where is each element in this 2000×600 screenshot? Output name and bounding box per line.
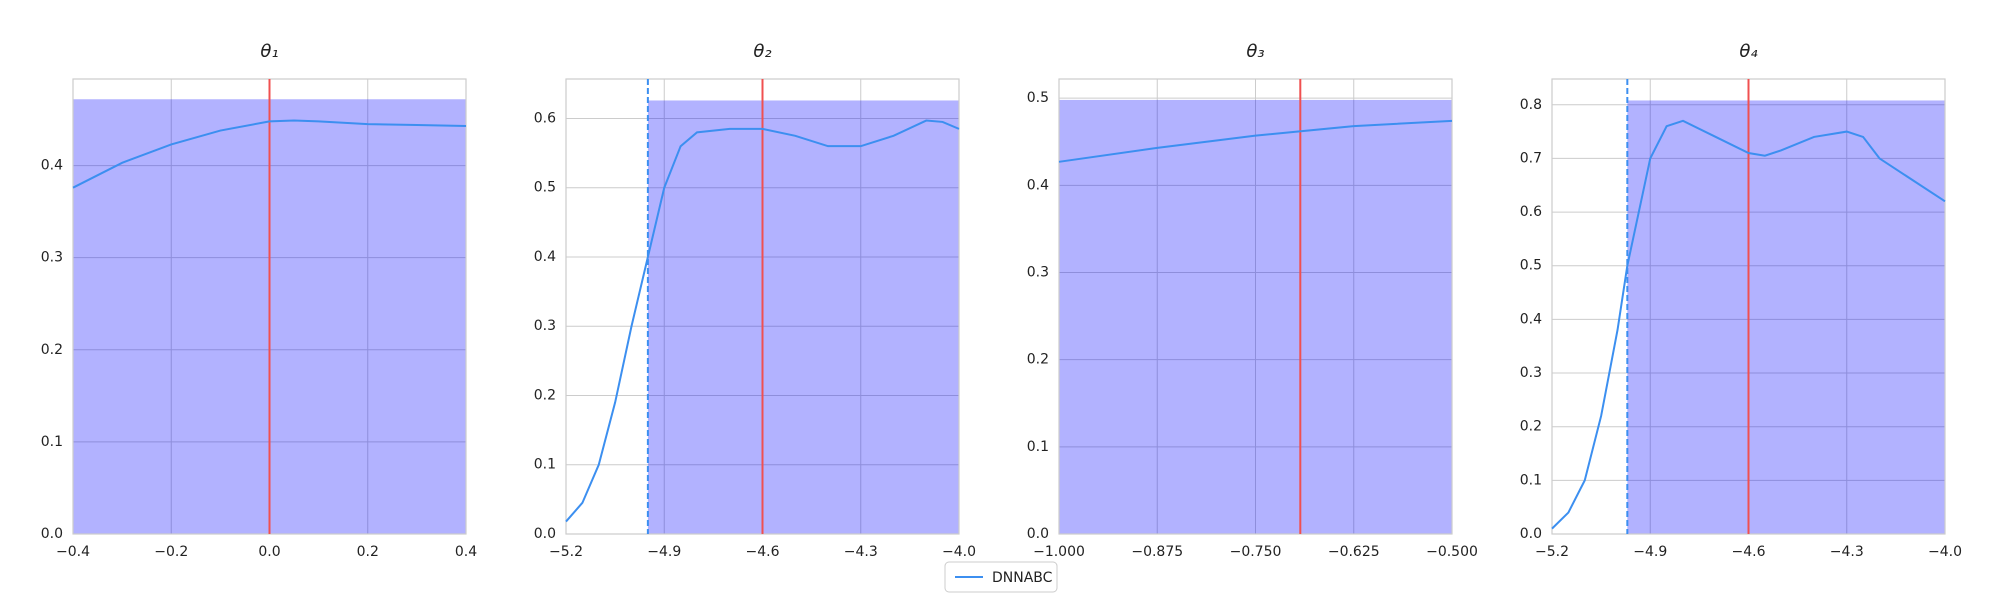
x-tick-label: 0.2 <box>357 544 379 560</box>
prior-region <box>647 100 959 534</box>
legend-box <box>944 561 1058 593</box>
y-tick-label: 0.3 <box>41 250 63 266</box>
y-tick-label: 0.1 <box>41 434 63 450</box>
x-tick-label: −1.000 <box>1033 544 1085 560</box>
subplot: θ₃ −1.000 −0.875 −0.750 −0.625 −0.500 0.0 0.1 0.… <box>1027 41 1478 560</box>
x-tick-label: −4.9 <box>1633 544 1667 560</box>
y-tick-label: 0.6 <box>534 110 556 126</box>
x-tick-label: −4.0 <box>942 544 976 560</box>
y-tick-label: 0.1 <box>534 457 556 473</box>
x-tick-label: −5.2 <box>1535 544 1569 560</box>
x-tick-label: −4.6 <box>1732 544 1766 560</box>
y-tick-label: 0.5 <box>1520 258 1542 274</box>
x-tick-label: −0.2 <box>154 544 188 560</box>
y-tick-label: 0.0 <box>41 526 63 542</box>
y-tick-label: 0.4 <box>41 158 63 174</box>
x-tick-label: −0.4 <box>56 544 90 560</box>
y-tick-label: 0.6 <box>1520 204 1542 220</box>
y-tick-label: 0.2 <box>41 342 63 358</box>
y-tick-label: 0.3 <box>1520 365 1542 381</box>
x-tick-label: −4.3 <box>1830 544 1864 560</box>
prior-region <box>1627 100 1945 534</box>
x-tick-label: −0.500 <box>1426 544 1478 560</box>
y-tick-label: 0.7 <box>1520 150 1542 166</box>
y-tick-label: 0.3 <box>534 318 556 334</box>
y-tick-label: 0.4 <box>1027 177 1049 193</box>
y-tick-label: 0.2 <box>1520 419 1542 435</box>
prior-region <box>1059 99 1452 534</box>
density-curve <box>1551 119 1946 530</box>
y-tick-label: 0.0 <box>1520 526 1542 542</box>
axes-frame <box>1058 78 1453 535</box>
y-tick-label: 0.4 <box>1520 311 1542 327</box>
x-tick-label: −0.625 <box>1328 544 1380 560</box>
density-curve <box>1058 119 1453 163</box>
density-curve <box>72 119 467 189</box>
x-tick-label: 0.4 <box>455 544 477 560</box>
legend: DNNABC <box>944 561 1058 593</box>
legend-label: DNNABC <box>992 570 1053 586</box>
y-tick-label: 0.4 <box>534 249 556 265</box>
x-tick-label: −4.3 <box>844 544 878 560</box>
subplot: θ₂ −5.2 −4.9 −4.6 −4.3 −4.0 0.0 0.1 0.2 0.3 0.4 0.5… <box>534 41 976 560</box>
y-tick-label: 0.0 <box>1027 526 1049 542</box>
x-tick-label: 0.0 <box>258 544 280 560</box>
y-tick-label: 0.1 <box>1520 472 1542 488</box>
x-tick-label: −0.750 <box>1230 544 1282 560</box>
subplot: θ₄ −5.2 −4.9 −4.6 −4.3 −4.0 0.0 0.1 0.2 0.3 0.4 0.5… <box>1520 41 1962 560</box>
y-tick-label: 0.0 <box>534 526 556 542</box>
x-tick-label: −0.875 <box>1131 544 1183 560</box>
x-tick-label: −5.2 <box>549 544 583 560</box>
y-tick-label: 0.3 <box>1027 265 1049 281</box>
subplot-title: θ₄ <box>1739 41 1758 62</box>
x-tick-label: −4.9 <box>647 544 681 560</box>
subplot-title: θ₂ <box>753 41 771 62</box>
subplot-title: θ₃ <box>1246 41 1264 62</box>
y-tick-label: 0.5 <box>1027 90 1049 106</box>
x-tick-label: −4.6 <box>746 544 780 560</box>
subplot: θ₁ −0.4 −0.2 0.0 0.2 0.4 0.0 0.1 0.2 0.3 0.4 <box>41 41 477 560</box>
y-tick-label: 0.2 <box>1027 352 1049 368</box>
x-tick-label: −4.0 <box>1928 544 1962 560</box>
y-tick-label: 0.5 <box>534 180 556 196</box>
density-curve <box>565 119 960 523</box>
y-tick-label: 0.8 <box>1520 97 1542 113</box>
subplot-title: θ₁ <box>260 41 278 62</box>
y-tick-label: 0.1 <box>1027 439 1049 455</box>
y-tick-label: 0.2 <box>534 387 556 403</box>
